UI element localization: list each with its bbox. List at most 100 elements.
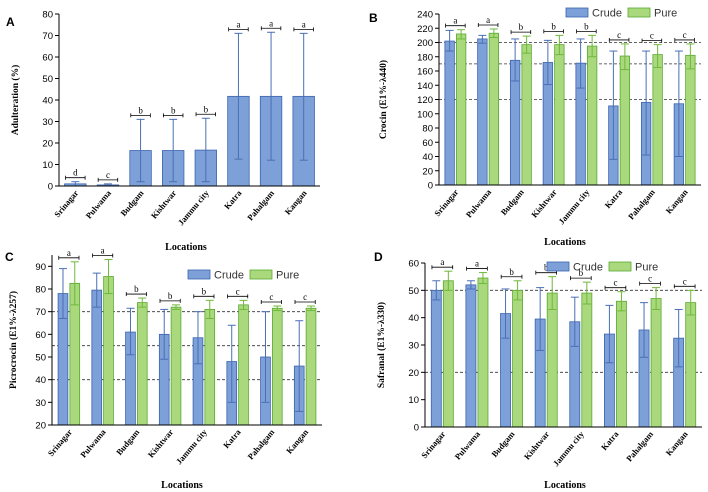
bar-pure-2 <box>136 302 148 426</box>
legend-swatch-crude <box>187 269 211 280</box>
x-tick-label: Pahalgam <box>626 187 657 221</box>
chart-panel-a: Ad Srinagar c Pulwama b Budgam b Kishtwar b Jammu… <box>6 10 320 253</box>
y-tick-label: 30 <box>408 341 419 352</box>
bar-pure-2 <box>512 289 524 428</box>
significance-letter: c <box>613 278 617 288</box>
y-tick-label: 20 <box>422 166 433 177</box>
y-tick-label: 200 <box>417 38 433 49</box>
y-tick-label: 90 <box>35 262 46 273</box>
significance-letter: c <box>269 292 273 302</box>
legend-label-pure: Pure <box>635 262 658 274</box>
bar-crude-0 <box>444 40 455 186</box>
y-tick-label: 10 <box>408 395 419 406</box>
x-tick-label: Katra <box>222 188 244 212</box>
x-tick-label: Kishtwar <box>146 427 176 460</box>
legend-label-crude: Crude <box>214 270 244 282</box>
x-tick-label: Jammu city <box>551 429 587 469</box>
x-tick-label: Kangan <box>284 427 310 456</box>
bar-pure-3 <box>170 306 182 426</box>
x-tick-label: Budgam <box>118 188 145 218</box>
significance-letter: c <box>650 31 654 41</box>
legend-label-pure: Pure <box>654 8 677 20</box>
y-tick-label: 60 <box>42 53 53 64</box>
bar-pure-6 <box>650 298 662 428</box>
x-tick-label: Katra <box>599 429 621 453</box>
significance-letter: b <box>171 105 176 115</box>
significance-letter: b <box>168 291 173 301</box>
panel-letter: B <box>369 11 378 25</box>
y-tick-label: 40 <box>422 152 433 163</box>
x-tick-label: Kishtwar <box>522 429 552 462</box>
x-tick-label: Jammu city <box>174 427 210 467</box>
significance-letter: b <box>138 105 143 115</box>
y-tick-label: 30 <box>42 117 53 128</box>
x-tick-label: Pahalgam <box>245 427 276 461</box>
bar-crude-1 <box>477 38 488 186</box>
bar-pure-6 <box>271 307 283 426</box>
y-tick-label: 100 <box>417 109 433 120</box>
y-tick-label: 30 <box>35 398 46 409</box>
significance-letter: c <box>683 30 687 40</box>
y-tick-label: 80 <box>422 124 433 135</box>
significance-letter: a <box>236 19 240 29</box>
panel-letter: C <box>5 250 14 264</box>
x-axis-label: Locations <box>544 237 586 248</box>
y-tick-label: 20 <box>42 139 53 150</box>
significance-letter: d <box>73 168 78 178</box>
y-tick-label: 40 <box>42 96 53 107</box>
y-tick-label: 20 <box>408 368 419 379</box>
bar-pure-0 <box>455 33 467 186</box>
x-tick-label: Budgam <box>489 429 516 459</box>
bar-pure-3 <box>554 44 565 186</box>
x-tick-label: Kangan <box>664 429 690 458</box>
bar-pure-4 <box>581 292 593 428</box>
x-axis-label: Locations <box>161 480 203 491</box>
significance-letter: b <box>204 104 209 114</box>
significance-letter: a <box>440 257 444 267</box>
x-tick-label: Kangan <box>283 188 309 217</box>
x-tick-label: Srinagar <box>419 429 447 460</box>
y-tick-label: 40 <box>408 313 419 324</box>
bar-crude-1 <box>91 289 103 426</box>
bar-pure-4 <box>586 45 598 186</box>
y-axis-label: Adulteration (%) <box>10 65 21 135</box>
significance-letter: c <box>303 292 307 302</box>
bar-pure-1 <box>477 277 489 428</box>
bar-pure-0 <box>442 280 454 428</box>
y-tick-label: 50 <box>42 74 53 85</box>
significance-letter: b <box>134 284 139 294</box>
significance-letter: c <box>236 286 240 296</box>
bar-crude-1 <box>465 284 477 428</box>
bar-pure-5 <box>616 300 627 428</box>
legend-label-crude: Crude <box>573 262 603 274</box>
y-tick-label: 60 <box>35 330 46 341</box>
legend-swatch-crude <box>546 261 570 272</box>
y-tick-label: 80 <box>42 10 53 21</box>
y-tick-label: 60 <box>408 259 419 270</box>
bar-pure-2 <box>521 44 532 186</box>
x-tick-label: Srinagar <box>52 188 80 219</box>
significance-letter: c <box>617 30 621 40</box>
panel-letter: A <box>6 15 15 29</box>
y-tick-label: 180 <box>417 52 433 63</box>
y-tick-label: 20 <box>35 421 46 432</box>
y-tick-label: 0 <box>48 182 53 193</box>
x-tick-label: Srinagar <box>432 187 460 218</box>
y-tick-label: 10 <box>42 160 53 171</box>
legend-swatch-crude <box>565 7 589 18</box>
significance-letter: a <box>101 246 105 256</box>
significance-letter: c <box>683 276 687 286</box>
significance-letter: c <box>648 274 652 284</box>
significance-letter: a <box>475 259 479 269</box>
significance-letter: a <box>486 15 490 25</box>
x-tick-label: Budgam <box>498 187 525 217</box>
bar-pure-3 <box>546 292 558 428</box>
significance-letter: b <box>579 268 584 278</box>
significance-letter: b <box>519 22 524 32</box>
y-tick-label: 220 <box>417 24 433 35</box>
x-tick-label: Jammu city <box>556 187 592 227</box>
bar-crude-0 <box>430 289 442 428</box>
x-axis-label: Locations <box>165 242 207 253</box>
